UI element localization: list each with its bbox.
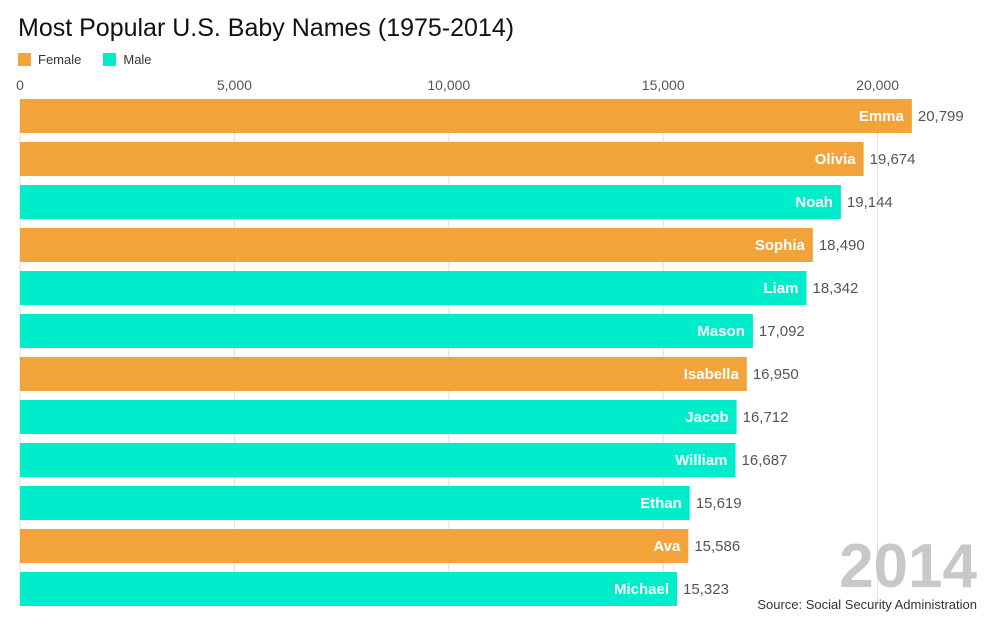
bar-name-label-sophia: Sophia <box>755 237 806 254</box>
bar-name-label-ava: Ava <box>653 538 681 555</box>
x-tick-label-4: 20,000 <box>856 77 899 93</box>
bar-name-label-michael: Michael <box>614 581 669 598</box>
bar-group-liam: Liam 18,342 <box>20 271 858 305</box>
bar-name-label-noah: Noah <box>795 194 833 211</box>
bar-name-label-emma: Emma <box>859 108 905 125</box>
bar-group-ethan: Ethan 15,619 <box>20 486 742 520</box>
bar-name-label-olivia: Olivia <box>815 151 857 168</box>
source-note: Source: Social Security Administration <box>757 597 977 612</box>
bar-name-label-isabella: Isabella <box>684 366 740 383</box>
legend-item-male: Male <box>103 52 152 67</box>
bars: Emma 20,799 Olivia 19,674 Noah 19,144 Sophia 18… <box>20 99 964 606</box>
year-label: 2014 <box>839 532 977 601</box>
bar-sophia <box>20 228 813 262</box>
bar-name-label-william: William <box>675 452 727 469</box>
bar-value-label-mason: 17,092 <box>759 323 805 340</box>
bar-ethan <box>20 486 690 520</box>
bar-jacob <box>20 400 737 434</box>
bar-emma <box>20 99 912 133</box>
x-axis-ticks: 0 5,000 10,000 15,000 20,000 <box>16 77 899 93</box>
bar-name-label-ethan: Ethan <box>640 495 682 512</box>
bar-value-label-sophia: 18,490 <box>819 237 865 254</box>
bar-value-label-emma: 20,799 <box>918 108 964 125</box>
bar-value-label-isabella: 16,950 <box>753 366 799 383</box>
x-tick-label-0: 0 <box>16 77 24 93</box>
bar-michael <box>20 572 678 606</box>
legend-item-female: Female <box>18 52 81 67</box>
bar-value-label-olivia: 19,674 <box>870 151 916 168</box>
bar-value-label-liam: 18,342 <box>813 280 859 297</box>
bar-value-label-ava: 15,586 <box>694 538 740 555</box>
legend-swatch-female <box>18 53 31 66</box>
bar-value-label-ethan: 15,619 <box>696 495 742 512</box>
bar-name-label-mason: Mason <box>697 323 745 340</box>
bar-william <box>20 443 736 477</box>
bar-group-olivia: Olivia 19,674 <box>20 142 916 176</box>
bar-group-emma: Emma 20,799 <box>20 99 964 133</box>
bar-group-mason: Mason 17,092 <box>20 314 805 348</box>
bar-olivia <box>20 142 864 176</box>
bar-noah <box>20 185 841 219</box>
bar-liam <box>20 271 807 305</box>
x-tick-label-2: 10,000 <box>427 77 470 93</box>
bar-isabella <box>20 357 747 391</box>
bar-group-michael: Michael 15,323 <box>20 572 729 606</box>
bar-value-label-noah: 19,144 <box>847 194 893 211</box>
bar-mason <box>20 314 753 348</box>
bar-value-label-william: 16,687 <box>742 452 788 469</box>
bar-name-label-jacob: Jacob <box>685 409 728 426</box>
chart-title: Most Popular U.S. Baby Names (1975-2014) <box>18 14 515 42</box>
bar-name-label-liam: Liam <box>763 280 798 297</box>
bar-value-label-michael: 15,323 <box>683 581 729 598</box>
x-tick-label-1: 5,000 <box>217 77 252 93</box>
bar-group-jacob: Jacob 16,712 <box>20 400 789 434</box>
chart-legend: Female Male <box>18 52 174 67</box>
bar-group-noah: Noah 19,144 <box>20 185 893 219</box>
legend-swatch-male <box>103 53 117 66</box>
legend-label-male: Male <box>123 52 152 67</box>
bar-group-william: William 16,687 <box>20 443 787 477</box>
bar-value-label-jacob: 16,712 <box>743 409 789 426</box>
bar-group-isabella: Isabella 16,950 <box>20 357 799 391</box>
legend-label-female: Female <box>38 52 82 67</box>
bar-ava <box>20 529 689 563</box>
bar-group-sophia: Sophia 18,490 <box>20 228 865 262</box>
bar-group-ava: Ava 15,586 <box>20 529 740 563</box>
x-tick-label-3: 15,000 <box>642 77 685 93</box>
grid-lines <box>19 99 879 606</box>
